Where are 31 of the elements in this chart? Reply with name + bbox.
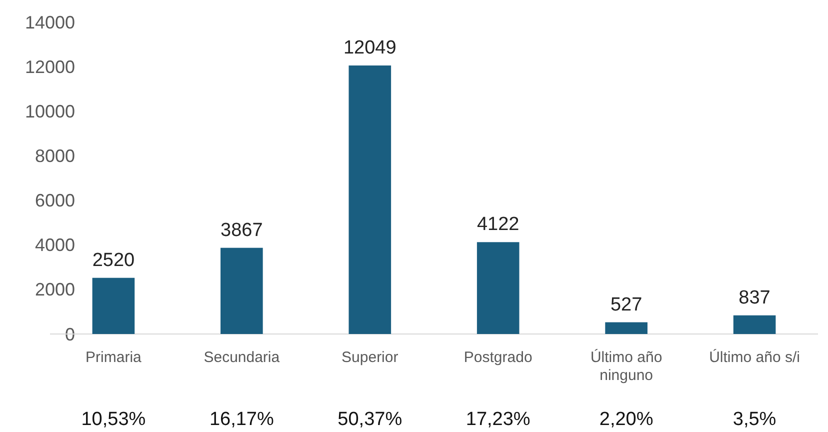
text: 50,37% xyxy=(338,409,402,430)
text: 2,20% xyxy=(599,409,654,430)
y-tick-label: 8000 xyxy=(34,146,75,166)
text: 10,53% xyxy=(81,409,146,430)
x-tick-label: Superior xyxy=(342,349,398,366)
bar xyxy=(605,322,648,334)
bar xyxy=(92,278,135,334)
text: 16,17% xyxy=(209,409,274,430)
data-label: 3867 xyxy=(220,220,263,241)
x-tick-label: Último año ninguno xyxy=(590,348,662,384)
text: 17,23% xyxy=(466,409,530,430)
data-label: 4122 xyxy=(476,214,520,236)
data-label: 527 xyxy=(610,294,642,316)
data-label: 837 xyxy=(738,287,770,308)
bar xyxy=(733,315,776,334)
text: 3,5% xyxy=(732,409,776,430)
y-tick-label: 6000 xyxy=(34,190,75,211)
x-tick-label: Secundaria xyxy=(204,349,280,366)
data-label: 2520 xyxy=(92,250,135,271)
bar xyxy=(220,248,263,334)
y-tick-label: 4000 xyxy=(34,235,75,256)
x-tick-label: Postgrado xyxy=(464,349,532,366)
x-tick-label: Primaria xyxy=(86,349,142,366)
bar xyxy=(476,242,520,334)
y-tick-label: 14000 xyxy=(24,12,75,32)
data-label: 12049 xyxy=(343,37,396,58)
y-tick-label: 2000 xyxy=(34,280,75,300)
y-tick-label: 10000 xyxy=(24,101,75,122)
bar xyxy=(348,65,392,334)
y-tick-label: 12000 xyxy=(24,56,75,77)
x-tick-label: Último año s/i xyxy=(709,348,800,366)
